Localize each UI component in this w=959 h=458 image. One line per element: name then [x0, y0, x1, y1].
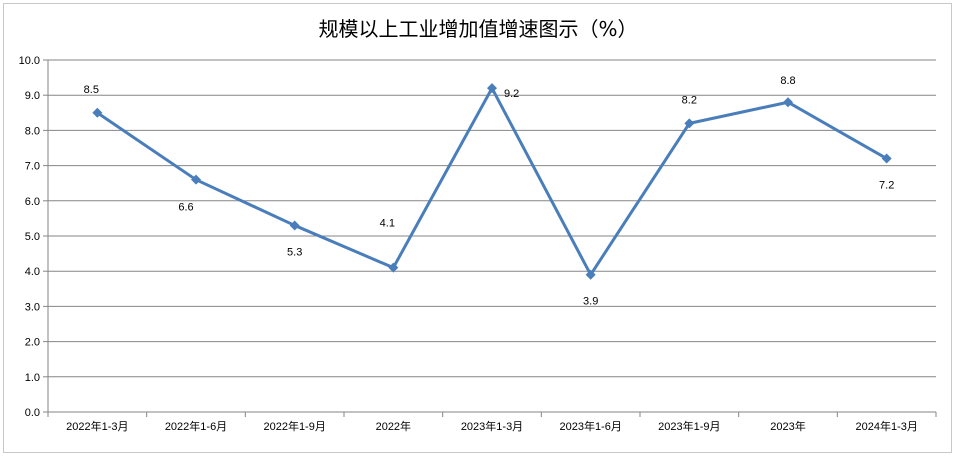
x-axis-tick-labels: 2022年1-3月 2022年1-6月 2022年1-9月 2022年 2023年1-3… — [66, 419, 918, 433]
x-tick-label: 2023年 — [770, 419, 805, 433]
data-point-marker — [783, 97, 793, 108]
data-label: 4.1 — [380, 218, 395, 230]
data-label: 8.5 — [84, 84, 99, 96]
gridlines — [48, 59, 936, 378]
data-point-marker — [585, 269, 596, 280]
data-point-marker — [388, 262, 399, 273]
y-tick-label: 0.0 — [25, 407, 40, 419]
data-label: 6.6 — [178, 202, 193, 214]
y-tick-label: 4.0 — [25, 266, 40, 278]
x-tick-label: 2022年1-9月 — [263, 419, 325, 433]
data-point-marker — [684, 118, 695, 129]
y-tick-label: 5.0 — [25, 231, 40, 243]
y-tick-label: 2.0 — [25, 337, 40, 349]
chart-frame — [3, 3, 952, 453]
data-label: 9.2 — [504, 88, 519, 100]
y-tick-label: 1.0 — [25, 372, 40, 384]
data-label: 5.3 — [287, 246, 302, 258]
data-point-marker — [289, 220, 300, 231]
data-label: 8.2 — [682, 94, 697, 106]
x-tick-label: 2023年1-3月 — [461, 419, 523, 433]
data-label: 7.2 — [879, 180, 894, 192]
chart-title: 规模以上工业增加值增速图示（%） — [318, 17, 637, 41]
data-label: 3.9 — [583, 296, 598, 308]
x-tick-label: 2022年1-3月 — [66, 419, 128, 433]
y-tick-label: 6.0 — [25, 196, 40, 208]
axes — [43, 59, 937, 417]
y-tick-label: 9.0 — [25, 90, 40, 102]
x-tick-label: 2023年1-9月 — [658, 419, 720, 433]
data-label: 8.8 — [780, 75, 795, 87]
x-tick-label: 2024年1-3月 — [855, 419, 917, 433]
x-tick-label: 2022年1-6月 — [165, 419, 227, 433]
y-tick-label: 10.0 — [19, 55, 40, 67]
data-point-marker — [487, 83, 497, 94]
x-tick-label: 2022年 — [376, 419, 411, 433]
series — [92, 83, 892, 280]
y-tick-label: 7.0 — [25, 161, 40, 173]
y-tick-label: 8.0 — [25, 125, 40, 137]
data-point-marker — [191, 174, 201, 185]
data-labels: 8.5 6.6 5.3 4.1 9.2 3.9 8.2 8.8 7.2 — [84, 75, 895, 307]
y-axis-tick-labels: 0.0 1.0 2.0 3.0 4.0 5.0 6.0 7.0 8.0 9.0 10.0 — [19, 55, 40, 419]
data-point-marker — [881, 153, 892, 164]
x-tick-label: 2023年1-6月 — [559, 419, 621, 433]
series-line — [96, 86, 888, 277]
data-point-marker — [92, 107, 103, 118]
y-tick-label: 3.0 — [25, 301, 40, 313]
